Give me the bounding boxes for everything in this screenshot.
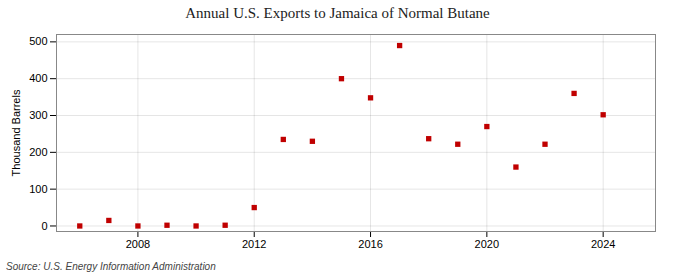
svg-text:2016: 2016 bbox=[358, 238, 382, 250]
svg-text:500: 500 bbox=[29, 35, 47, 47]
svg-text:2012: 2012 bbox=[242, 238, 266, 250]
svg-text:100: 100 bbox=[29, 183, 47, 195]
svg-text:0: 0 bbox=[41, 219, 47, 231]
svg-text:Thousand Barrels: Thousand Barrels bbox=[10, 89, 22, 176]
html-text:Annual U.S. Exports to Jamaica: Annual U.S. Exports to Jamaica of Normal… bbox=[185, 5, 490, 21]
html-text:Source: U.S. Energy Informatio: Source: U.S. Energy Information Administ… bbox=[6, 261, 216, 272]
svg-text:400: 400 bbox=[29, 72, 47, 84]
svg-text:300: 300 bbox=[29, 109, 47, 121]
svg-text:200: 200 bbox=[29, 146, 47, 158]
svg-text:2020: 2020 bbox=[475, 238, 499, 250]
svg-text:2008: 2008 bbox=[126, 238, 150, 250]
svg-text:2024: 2024 bbox=[591, 238, 615, 250]
